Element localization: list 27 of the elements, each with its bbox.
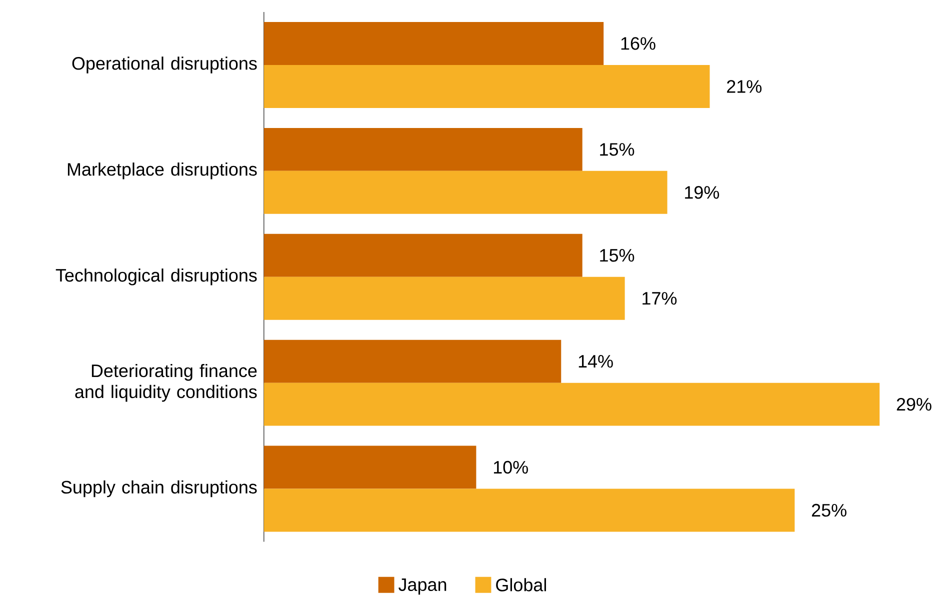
y-tick-label: Deteriorating finance and liquidity conditions bbox=[75, 364, 257, 402]
bar bbox=[264, 170, 668, 214]
data-label: 10% bbox=[494, 460, 528, 474]
y-tick-label: Supply chain disruptions bbox=[61, 480, 257, 498]
data-label: 29% bbox=[896, 398, 932, 411]
bar bbox=[264, 488, 795, 532]
y-tick-label: Marketplace disruptions bbox=[68, 162, 257, 180]
data-label: 16% bbox=[621, 37, 656, 50]
data-label: 21% bbox=[727, 80, 762, 93]
bar bbox=[264, 234, 582, 277]
data-label: 15% bbox=[600, 143, 634, 156]
bar bbox=[264, 276, 625, 320]
bar bbox=[264, 22, 604, 66]
data-label: 15% bbox=[600, 249, 634, 262]
y-tick-label: Operational disruptions bbox=[72, 56, 257, 74]
data-label: 14% bbox=[578, 355, 613, 368]
bar bbox=[264, 382, 880, 426]
bar bbox=[264, 340, 562, 383]
bar bbox=[264, 446, 476, 489]
legend-label: Japan bbox=[398, 578, 446, 595]
bar bbox=[264, 128, 582, 171]
legend-label: Global bbox=[496, 578, 546, 592]
data-label: 17% bbox=[642, 292, 677, 305]
data-label: 19% bbox=[685, 186, 720, 199]
bar bbox=[264, 65, 710, 108]
y-tick-label: Technological disruptions bbox=[56, 268, 257, 286]
data-label: 25% bbox=[812, 504, 846, 517]
